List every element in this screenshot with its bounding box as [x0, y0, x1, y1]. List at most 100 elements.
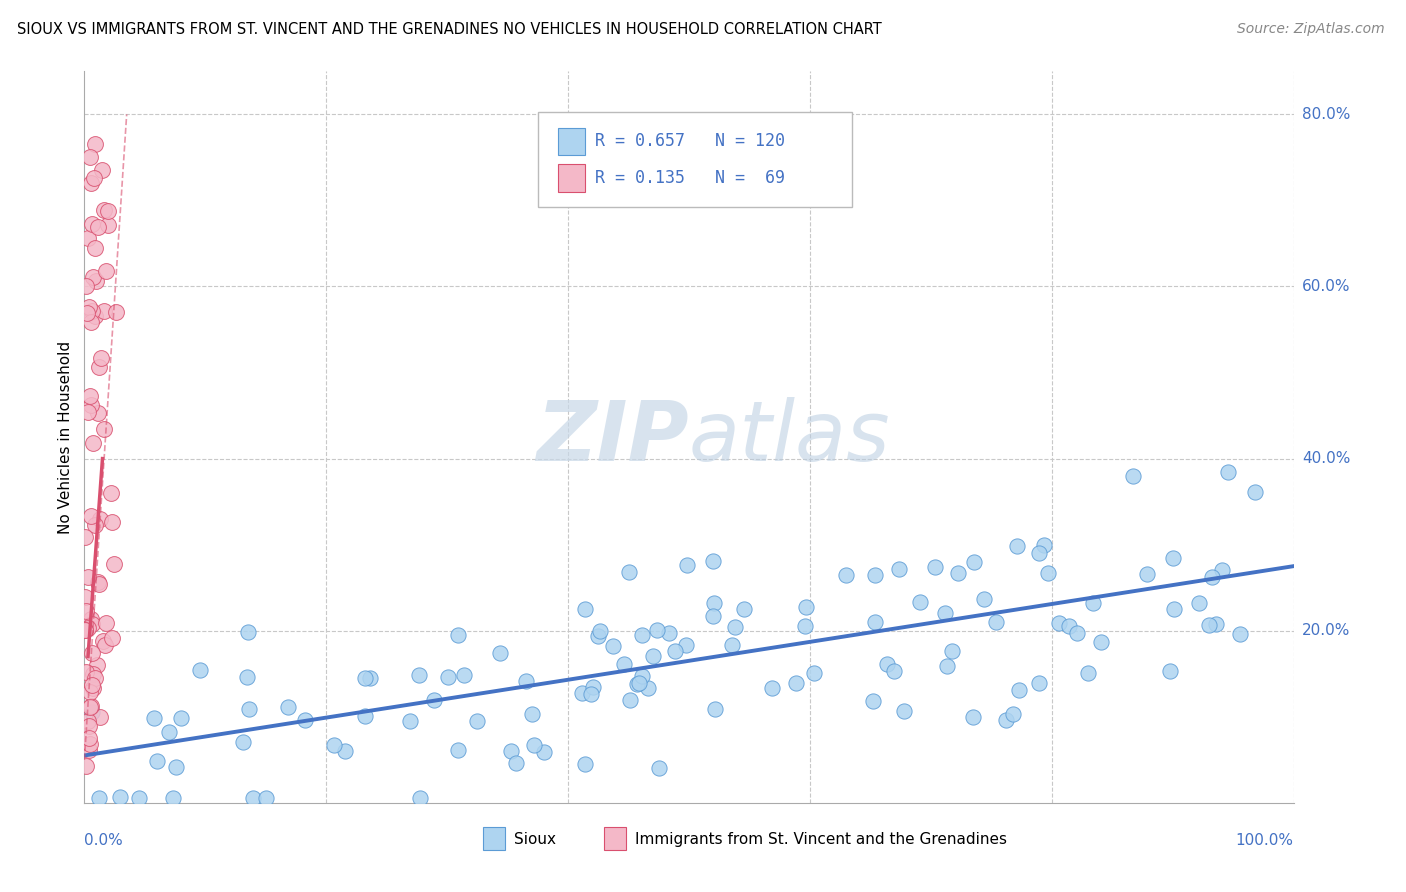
Point: [75, 604, 97, 618]
Point: [79, 700, 101, 714]
Point: [733, 601, 755, 615]
Point: [617, 566, 640, 580]
Point: [523, 739, 546, 753]
Point: [94, 615, 117, 630]
Point: [232, 734, 254, 748]
Point: [87, 791, 110, 805]
Point: [1201, 570, 1223, 584]
Bar: [605, 827, 626, 850]
Point: [84, 136, 107, 151]
Point: [1007, 539, 1029, 553]
Point: [76, 231, 98, 245]
Point: [675, 638, 697, 652]
Point: [724, 620, 747, 634]
Point: [579, 687, 602, 701]
Point: [294, 713, 316, 727]
Point: [1008, 682, 1031, 697]
Point: [80, 398, 103, 412]
Point: [515, 674, 537, 689]
Point: [934, 606, 956, 620]
Point: [79, 685, 101, 699]
Point: [170, 711, 193, 725]
Point: [83, 671, 105, 685]
Point: [574, 757, 596, 772]
Text: 40.0%: 40.0%: [1302, 451, 1350, 467]
Point: [520, 707, 543, 722]
Point: [84, 274, 107, 288]
Point: [87, 576, 110, 591]
Point: [453, 668, 475, 682]
Point: [79, 737, 101, 751]
Point: [703, 702, 725, 716]
Point: [97, 204, 120, 219]
Point: [235, 670, 257, 684]
Point: [399, 714, 422, 728]
Point: [533, 746, 555, 760]
Point: [588, 629, 610, 643]
Point: [96, 264, 118, 278]
Point: [77, 731, 100, 745]
Point: [703, 596, 725, 610]
Point: [447, 742, 470, 756]
Point: [84, 517, 107, 532]
Point: [82, 705, 104, 719]
Point: [1218, 466, 1240, 480]
Point: [80, 699, 103, 714]
Point: [80, 646, 103, 660]
Point: [499, 744, 522, 758]
Point: [93, 203, 115, 218]
Point: [165, 760, 187, 774]
Point: [84, 241, 107, 255]
Point: [353, 672, 375, 686]
Point: [876, 657, 898, 672]
Point: [619, 693, 641, 707]
Point: [574, 602, 596, 616]
Point: [276, 699, 298, 714]
Point: [962, 709, 984, 723]
Point: [100, 486, 122, 500]
Text: R = 0.135   N =  69: R = 0.135 N = 69: [595, 169, 785, 187]
Point: [1229, 627, 1251, 641]
Point: [883, 664, 905, 678]
Text: atlas: atlas: [689, 397, 890, 477]
Point: [76, 405, 98, 419]
Point: [80, 315, 103, 329]
Point: [87, 359, 110, 374]
Point: [1066, 626, 1088, 640]
Point: [82, 666, 104, 681]
Point: [465, 714, 488, 728]
Point: [893, 704, 915, 718]
Point: [437, 670, 460, 684]
Point: [613, 657, 636, 672]
Point: [80, 303, 103, 318]
Point: [676, 558, 699, 572]
Text: ZIP: ZIP: [536, 397, 689, 477]
Point: [254, 791, 277, 805]
Point: [408, 668, 430, 682]
Point: [83, 170, 105, 185]
Point: [835, 568, 858, 582]
Point: [80, 217, 103, 231]
Point: [626, 677, 648, 691]
Point: [91, 634, 114, 648]
Text: 20.0%: 20.0%: [1302, 624, 1350, 638]
Point: [97, 218, 120, 232]
Point: [80, 617, 103, 632]
Point: [101, 515, 124, 529]
Point: [89, 512, 111, 526]
Point: [162, 791, 184, 805]
Point: [77, 300, 100, 314]
Point: [1028, 675, 1050, 690]
Point: [157, 725, 180, 739]
Point: [128, 791, 150, 805]
Text: 60.0%: 60.0%: [1302, 279, 1350, 294]
Point: [658, 625, 681, 640]
Point: [333, 744, 356, 758]
Point: [1244, 485, 1267, 500]
Point: [582, 680, 605, 694]
Point: [1081, 596, 1104, 610]
Point: [101, 631, 124, 645]
Point: [1136, 566, 1159, 581]
Point: [702, 554, 724, 568]
Point: [80, 509, 103, 524]
